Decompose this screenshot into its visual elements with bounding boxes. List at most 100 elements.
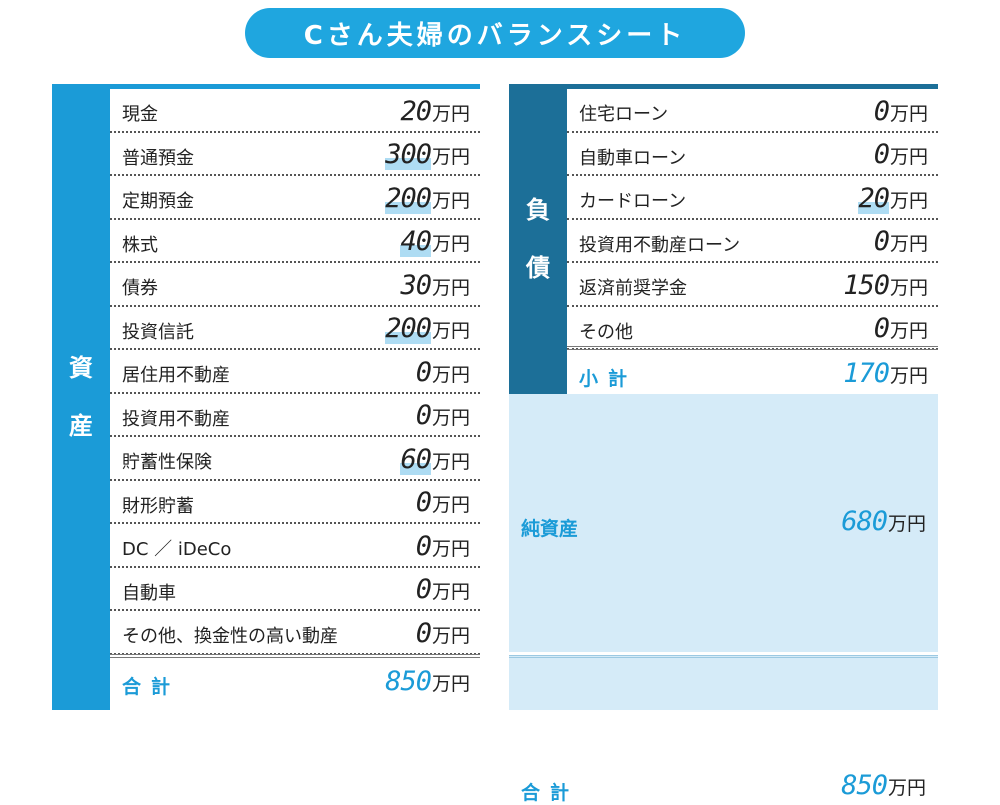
assets-item-amount: 0 [415, 487, 432, 518]
liabilities-item-unit: 万円 [889, 146, 928, 168]
liabilities-subtotal-row: 小計 170 万円 [567, 346, 938, 394]
assets-item-unit: 万円 [431, 450, 470, 473]
assets-item-unit: 万円 [431, 189, 470, 212]
assets-item-label: 株式 [122, 234, 158, 256]
assets-item-label: 投資用不動産 [122, 408, 230, 430]
assets-item-amount: 200 [385, 313, 432, 344]
assets-item-label: その他、換金性の高い動産 [122, 626, 338, 647]
assets-row: 自動車 0 万円 [110, 568, 480, 611]
assets-row: 定期預金 200 万円 [110, 176, 480, 220]
assets-item-unit: 万円 [431, 363, 470, 386]
assets-item-amount: 40 [400, 226, 432, 257]
liabilities-item-amount: 0 [873, 226, 890, 257]
liabilities-subtotal-label: 小計 [579, 368, 638, 390]
liabilities-row: 住宅ローン 0 万円 [567, 89, 938, 133]
assets-item-amount: 30 [400, 269, 432, 301]
liabilities-item-unit: 万円 [889, 102, 928, 125]
assets-item-unit: 万円 [431, 407, 470, 429]
liabilities-item-label: 住宅ローン [579, 104, 669, 125]
page-title: Cさん夫婦のバランスシート [245, 8, 745, 58]
net-assets-separator [509, 652, 938, 655]
net-assets-amount: 680 [841, 506, 888, 537]
liabilities-subtotal-amount: 170 [843, 358, 890, 389]
liabilities-row: 返済前奨学金 150 万円 [567, 263, 938, 307]
liabilities-item-unit: 万円 [889, 276, 928, 299]
assets-item-unit: 万円 [431, 146, 470, 168]
assets-row: 財形貯蓄 0 万円 [110, 481, 480, 524]
liabilities-item-label: 自動車ローン [579, 147, 687, 169]
assets-row: DC ／ iDeCo 0 万円 [110, 524, 480, 568]
liabilities-top-border [567, 84, 938, 89]
assets-item-label: 現金 [122, 104, 158, 125]
right-total-unit: 万円 [887, 777, 926, 799]
liabilities-item-label: カードローン [579, 191, 687, 212]
assets-item-unit: 万円 [431, 537, 470, 560]
liabilities-subtotal-unit: 万円 [889, 365, 928, 387]
net-assets-panel: 純資産 680 万円 合計 850 万円 [509, 394, 938, 804]
liabilities-item-unit: 万円 [889, 189, 928, 212]
liabilities-side-bar: 負 債 [509, 84, 567, 394]
liabilities-item-unit: 万円 [889, 233, 928, 255]
assets-total-label: 合計 [122, 676, 181, 698]
assets-side-bar: 資 産 [52, 84, 110, 710]
assets-item-amount: 60 [400, 443, 432, 475]
assets-item-amount: 0 [415, 530, 432, 562]
assets-item-unit: 万円 [431, 624, 470, 647]
right-total-amount: 850 [841, 770, 888, 801]
assets-item-amount: 200 [385, 182, 432, 214]
liabilities-item-label: その他 [579, 321, 633, 343]
liabilities-row: 自動車ローン 0 万円 [567, 133, 938, 176]
assets-row: 居住用不動産 0 万円 [110, 350, 480, 394]
right-total-row: 合計 850 万円 [509, 655, 938, 804]
liabilities-item-amount: 20 [858, 182, 890, 214]
liabilities-item-amount: 0 [873, 95, 890, 127]
assets-row: その他、換金性の高い動産 0 万円 [110, 611, 480, 655]
liabilities-item-amount: 0 [873, 313, 890, 344]
assets-side-label-1: 資 [69, 354, 93, 382]
assets-total-unit: 万円 [431, 673, 470, 695]
assets-row: 普通預金 300 万円 [110, 133, 480, 176]
assets-item-amount: 20 [400, 95, 432, 127]
liabilities-row: その他 0 万円 [567, 307, 938, 350]
liabilities-item-label: 投資用不動産ローン [579, 234, 741, 256]
liabilities-item-amount: 150 [843, 269, 890, 301]
assets-row: 投資信託 200 万円 [110, 307, 480, 350]
assets-item-label: DC ／ iDeCo [122, 539, 232, 560]
assets-item-amount: 300 [385, 139, 432, 170]
liabilities-item-amount: 0 [873, 139, 890, 170]
liabilities-side-label-1: 負 [526, 196, 550, 224]
net-assets-label: 純資産 [521, 518, 579, 540]
assets-total-amount: 850 [385, 666, 432, 697]
assets-item-label: 居住用不動産 [122, 365, 230, 386]
assets-total-row: 合計 850 万円 [110, 654, 480, 709]
assets-row: 貯蓄性保険 60 万円 [110, 437, 480, 481]
assets-item-amount: 0 [415, 574, 432, 605]
liabilities-row: 投資用不動産ローン 0 万円 [567, 220, 938, 263]
assets-table: 資 産 現金 20 万円 普通預金 300 万円 定期預金 200 万円 株式 40 万円 債券 30 万円… [52, 84, 480, 710]
assets-side-label-2: 産 [69, 412, 93, 440]
assets-item-unit: 万円 [431, 102, 470, 125]
assets-row: 債券 30 万円 [110, 263, 480, 307]
assets-top-border [110, 84, 480, 89]
assets-item-amount: 0 [415, 400, 432, 431]
assets-item-label: 自動車 [122, 582, 176, 604]
liabilities-side-label-2: 債 [526, 254, 550, 282]
assets-item-label: 債券 [122, 278, 158, 299]
net-assets-unit: 万円 [887, 513, 926, 535]
assets-row: 現金 20 万円 [110, 89, 480, 133]
assets-row: 投資用不動産 0 万円 [110, 394, 480, 437]
assets-item-label: 普通預金 [122, 147, 194, 169]
assets-row: 株式 40 万円 [110, 220, 480, 263]
liabilities-item-label: 返済前奨学金 [579, 278, 687, 299]
assets-item-label: 投資信託 [122, 321, 194, 343]
assets-item-label: 貯蓄性保険 [122, 452, 212, 473]
assets-item-amount: 0 [415, 617, 432, 649]
liabilities-item-unit: 万円 [889, 320, 928, 342]
assets-item-unit: 万円 [431, 581, 470, 603]
assets-item-unit: 万円 [431, 276, 470, 299]
assets-item-label: 定期預金 [122, 191, 194, 212]
assets-item-unit: 万円 [431, 233, 470, 255]
liabilities-table: 負 債 住宅ローン 0 万円 自動車ローン 0 万円 カードローン 20 万円 投資用不動産ローン… [509, 84, 938, 394]
assets-item-label: 財形貯蓄 [122, 495, 194, 517]
right-total-label: 合計 [521, 782, 580, 804]
